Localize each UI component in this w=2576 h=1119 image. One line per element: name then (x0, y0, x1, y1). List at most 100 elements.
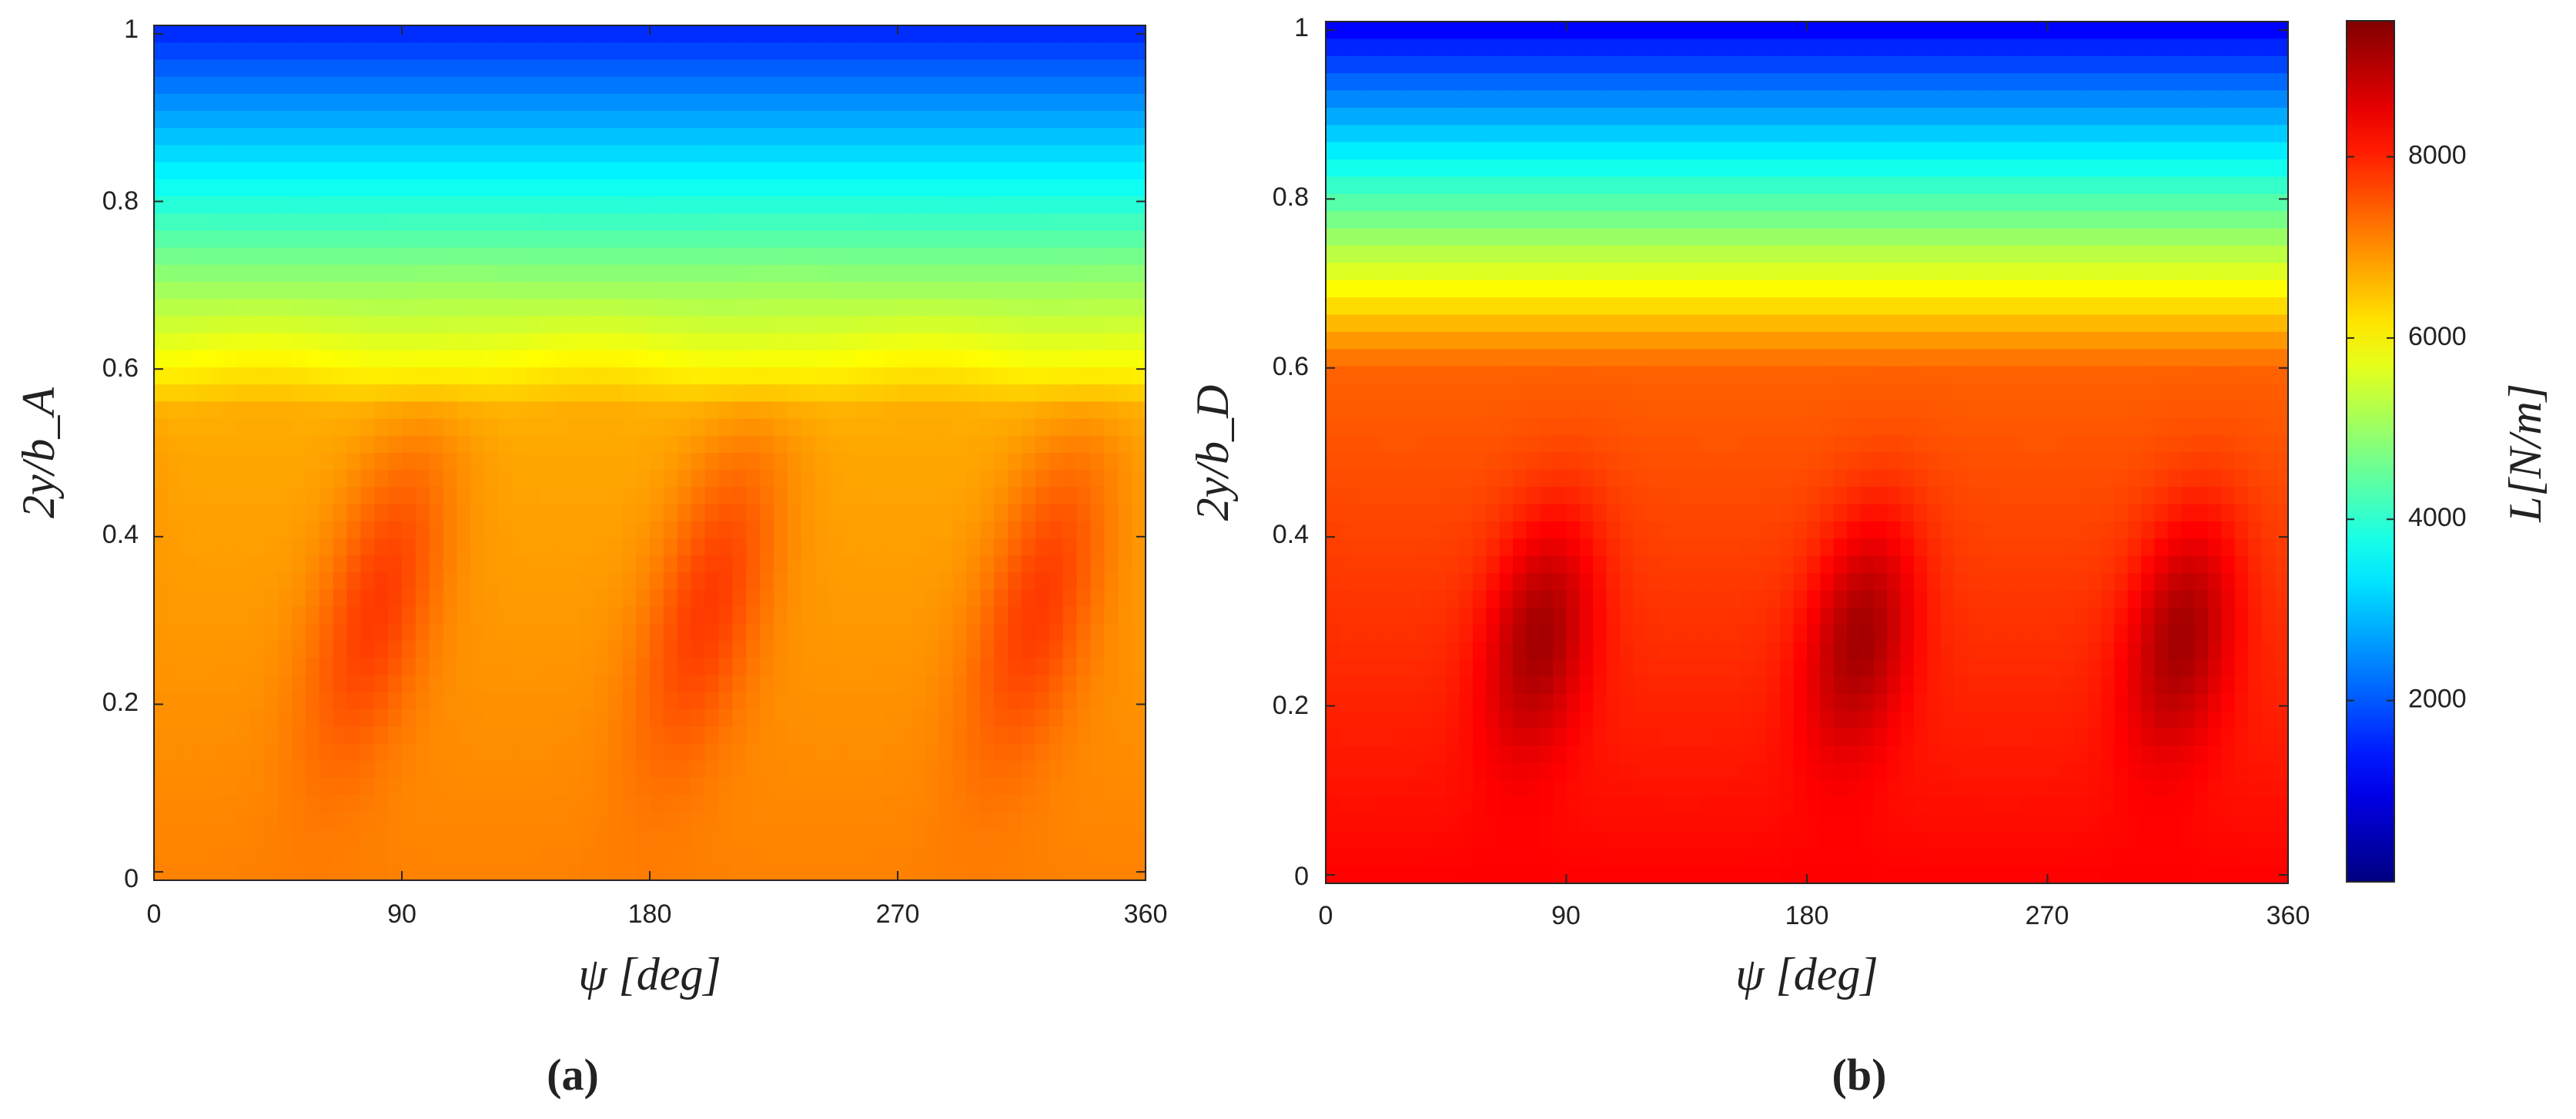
heat-cell-a-3-4 (209, 76, 224, 95)
heat-cell-a-24-42 (732, 435, 748, 454)
heat-cell-a-14-44 (760, 264, 774, 283)
heat-cell-b-18-20 (1593, 331, 1607, 350)
heat-cell-a-46-34 (622, 812, 637, 830)
heat-cell-a-42-37 (663, 743, 678, 762)
heat-cell-a-45-5 (222, 795, 238, 812)
heat-cell-a-15-21 (443, 282, 458, 300)
heat-cell-b-1-67 (2221, 39, 2236, 57)
heat-cell-b-8-57 (2087, 159, 2102, 178)
heat-cell-a-9-10 (291, 179, 306, 197)
heat-cell-a-27-37 (663, 487, 678, 505)
heat-cell-a-47-1 (167, 829, 182, 847)
heat-cell-a-18-15 (360, 333, 376, 351)
heat-cell-b-17-61 (2141, 314, 2156, 333)
heat-cell-a-19-3 (195, 350, 210, 368)
heat-cell-b-11-22 (1619, 211, 1634, 229)
heat-cell-a-5-29 (553, 111, 568, 129)
heat-cell-a-33-25 (498, 589, 513, 608)
heat-cell-a-33-65 (1049, 589, 1064, 608)
heat-cell-a-0-39 (691, 25, 706, 43)
heat-cell-a-27-39 (691, 487, 706, 505)
heat-cell-b-9-37 (1820, 176, 1835, 195)
heat-cell-b-8-22 (1619, 159, 1634, 178)
heat-cell-a-15-19 (415, 282, 430, 300)
heat-cell-a-49-64 (1035, 863, 1050, 881)
heat-cell-a-25-52 (870, 453, 885, 471)
heat-cell-a-23-3 (195, 418, 210, 437)
heat-cell-a-41-70 (1118, 726, 1132, 745)
heat-cell-a-44-42 (732, 777, 748, 796)
heat-cell-a-35-39 (691, 624, 706, 642)
heat-cell-a-16-33 (608, 299, 624, 317)
heat-cell-a-37-30 (567, 658, 582, 676)
heat-cell-a-17-50 (842, 316, 858, 334)
heat-cell-a-46-57 (938, 812, 954, 830)
heat-cell-b-0-49 (1980, 22, 1995, 40)
heat-cell-a-28-45 (774, 504, 788, 522)
heat-cell-a-8-33 (608, 162, 624, 180)
heatmap-b-cells (1326, 22, 2289, 884)
heat-cell-a-33-10 (291, 589, 306, 608)
heat-cell-a-18-14 (346, 333, 362, 351)
heat-cell-a-40-3 (195, 709, 210, 727)
heat-cell-a-36-5 (222, 641, 238, 659)
heat-cell-a-35-20 (429, 624, 444, 642)
heat-cell-a-14-36 (650, 264, 664, 283)
heat-cell-a-35-65 (1049, 624, 1064, 642)
heat-cell-a-35-56 (925, 624, 940, 642)
heat-cell-a-46-50 (842, 812, 858, 830)
heat-cell-b-8-32 (1753, 159, 1768, 178)
heat-cell-a-9-9 (278, 179, 293, 197)
heat-cell-a-34-19 (415, 606, 430, 625)
heat-cell-a-48-15 (360, 846, 376, 864)
heat-cell-b-14-28 (1700, 263, 1715, 281)
heat-cell-a-43-15 (360, 760, 376, 779)
heat-cell-a-43-46 (787, 760, 802, 779)
heat-cell-a-4-16 (374, 93, 389, 112)
heat-cell-a-10-25 (498, 196, 513, 214)
heat-cell-a-6-35 (636, 128, 651, 146)
heat-cell-b-10-40 (1860, 193, 1875, 212)
heat-cell-b-10-16 (1539, 193, 1554, 212)
heat-cell-a-37-35 (636, 658, 651, 676)
heat-cell-a-36-46 (787, 641, 802, 659)
heat-cell-a-27-65 (1049, 487, 1064, 505)
heat-cell-b-0-4 (1379, 22, 1393, 40)
heat-cell-a-12-59 (966, 230, 982, 249)
heat-cell-a-28-53 (884, 504, 898, 522)
heat-cell-a-13-35 (636, 247, 651, 266)
heat-cell-b-18-56 (2074, 331, 2089, 350)
heat-cell-a-5-62 (1008, 111, 1022, 129)
heat-cell-a-45-1 (167, 795, 182, 812)
heat-cell-b-8-64 (2181, 159, 2196, 178)
heat-cell-a-39-64 (1035, 692, 1050, 710)
heat-cell-a-19-46 (787, 350, 802, 368)
heat-cell-b-17-49 (1980, 314, 1995, 333)
heat-cell-a-0-54 (898, 25, 912, 43)
heat-cell-a-1-68 (1090, 42, 1106, 61)
heat-cell-a-41-2 (181, 726, 196, 745)
heat-cell-a-39-68 (1090, 692, 1106, 710)
heat-cell-a-18-65 (1049, 333, 1064, 351)
heat-cell-a-40-45 (774, 709, 788, 727)
heat-cell-a-15-25 (498, 282, 513, 300)
heat-cell-b-4-18 (1566, 90, 1581, 109)
heat-cell-a-21-28 (539, 384, 554, 403)
heat-cell-a-32-33 (608, 572, 624, 591)
heat-cell-a-21-44 (760, 384, 774, 403)
heat-cell-b-3-2 (1352, 73, 1367, 92)
heat-cell-a-32-61 (994, 572, 1009, 591)
heat-cell-b-12-58 (2100, 228, 2116, 246)
ticks-a (153, 25, 1146, 880)
heat-cell-a-0-52 (870, 25, 885, 43)
heat-cell-a-20-58 (952, 367, 968, 385)
heat-cell-b-4-58 (2100, 90, 2116, 109)
heat-cell-b-15-39 (1847, 280, 1862, 298)
heat-cell-b-9-13 (1499, 176, 1514, 195)
heat-cell-b-8-14 (1513, 159, 1527, 178)
heat-cell-a-26-35 (636, 470, 651, 488)
heat-cell-a-35-49 (828, 624, 844, 642)
heat-cell-a-5-58 (952, 111, 968, 129)
heat-cell-b-14-65 (2194, 263, 2209, 281)
heat-cell-a-39-71 (1132, 692, 1146, 710)
